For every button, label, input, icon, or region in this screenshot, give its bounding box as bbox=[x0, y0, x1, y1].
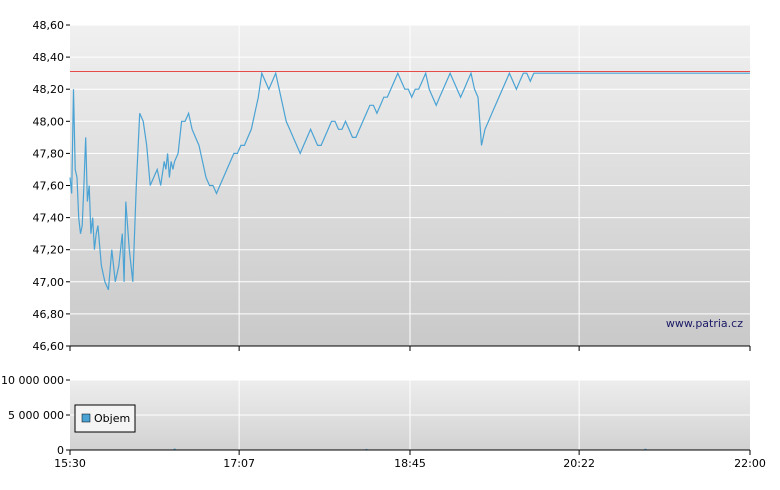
volume-y-tick-label: 5 000 000 bbox=[8, 409, 64, 422]
price-y-tick-label: 47,00 bbox=[33, 276, 65, 289]
legend-swatch bbox=[81, 413, 91, 423]
price-y-tick-label: 48,20 bbox=[33, 83, 65, 96]
volume-y-ticks: 10 000 000 5 000 000 0 bbox=[1, 374, 70, 457]
price-y-tick-label: 48,40 bbox=[33, 51, 65, 64]
price-y-tick-label: 47,40 bbox=[33, 212, 65, 225]
volume-grid bbox=[70, 379, 750, 450]
series-line bbox=[69, 71, 750, 291]
price-y-tick-label: 48,60 bbox=[33, 19, 65, 32]
price-x-tick-marks bbox=[69, 346, 751, 351]
x-tick-label: 18:45 bbox=[394, 457, 426, 470]
legend: Objem bbox=[74, 404, 136, 433]
x-tick-label: 22:00 bbox=[734, 457, 766, 470]
volume-bar bbox=[365, 448, 368, 450]
x-tick-label: 15:30 bbox=[54, 457, 86, 470]
price-y-tick-label: 47,80 bbox=[33, 147, 65, 160]
volume-x-ticks: 15:30 17:07 18:45 20:22 22:00 bbox=[54, 450, 766, 470]
price-y-tick-label: 47,20 bbox=[33, 244, 65, 257]
legend-label: Objem bbox=[94, 412, 130, 425]
volume-y-tick-label: 0 bbox=[57, 444, 64, 457]
price-y-tick-label: 46,60 bbox=[33, 340, 65, 353]
price-y-tick-label: 48,00 bbox=[33, 115, 65, 128]
price-y-tick-label: 46,80 bbox=[33, 308, 65, 321]
watermark: www.patria.cz bbox=[666, 317, 743, 330]
volume-y-tick-label: 10 000 000 bbox=[1, 374, 64, 387]
volume-bars bbox=[173, 448, 647, 450]
volume-bar bbox=[173, 448, 176, 450]
x-tick-label: 17:07 bbox=[223, 457, 255, 470]
price-y-tick-label: 47,60 bbox=[33, 180, 65, 193]
price-y-ticks: 48,60 48,40 48,20 48,00 47,80 47,60 47,40 47,20… bbox=[33, 19, 70, 353]
x-tick-label: 20:22 bbox=[563, 457, 595, 470]
volume-bar bbox=[644, 448, 647, 450]
